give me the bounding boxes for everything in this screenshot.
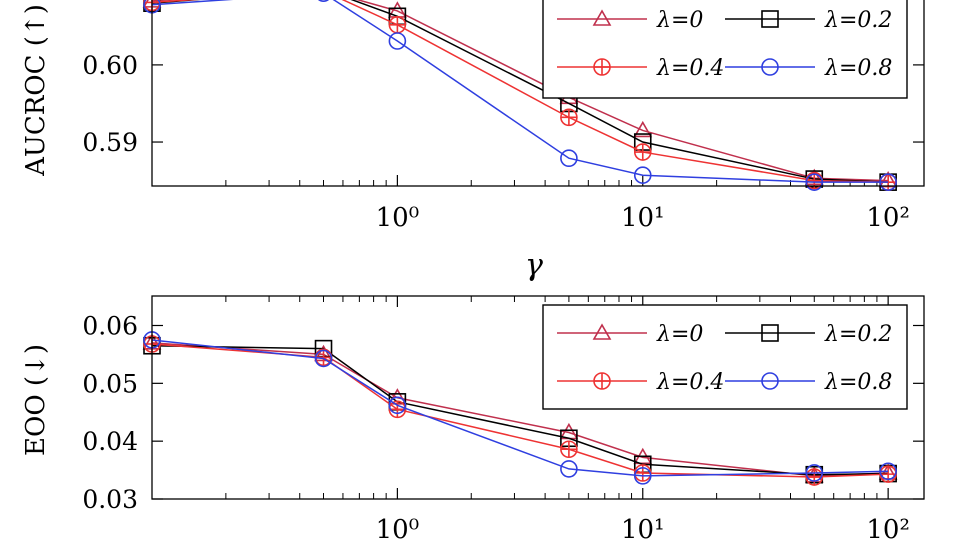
x-tick-label: 10¹ xyxy=(621,515,665,540)
legend-marker xyxy=(592,9,612,26)
y-tick-label: 0.06 xyxy=(82,311,138,340)
data-point xyxy=(633,120,653,138)
data-point xyxy=(388,396,407,415)
legend: λ=0 λ=0.2 λ=0.4 λ=0.8 xyxy=(542,304,908,410)
x-tick-label: 10¹ xyxy=(621,203,665,233)
x-tick-label: 10² xyxy=(866,203,910,233)
data-point xyxy=(560,460,578,478)
legend-entry: λ=0.4 xyxy=(557,56,724,81)
series-3 xyxy=(143,0,897,191)
data-point xyxy=(317,0,330,2)
chart-eoo: 10⁰ 10¹ 10² 0.03 0.04 0.05 0.06 EOO (↓) λ=0 λ=0.2… xyxy=(21,295,925,540)
series-line xyxy=(151,0,889,183)
x-tick-label: 10⁰ xyxy=(376,515,420,540)
data-point xyxy=(560,440,578,459)
legend-marker xyxy=(761,324,779,342)
data-point xyxy=(560,149,578,168)
legend-entry: λ=0.4 xyxy=(557,370,724,395)
legend-entry: λ=0 xyxy=(557,8,703,33)
data-point xyxy=(805,468,824,486)
y-axis-label: AUCROC (↑) xyxy=(21,4,51,177)
axes-frame xyxy=(151,0,925,187)
legend-box xyxy=(542,304,908,410)
data-point xyxy=(388,15,407,34)
legend-entry: λ=0 xyxy=(557,322,703,347)
data-point xyxy=(633,143,652,161)
data-point xyxy=(388,32,407,50)
x-tick-label: 10⁰ xyxy=(376,203,420,233)
legend-label: λ=0.2 xyxy=(824,322,892,347)
data-point xyxy=(879,173,897,191)
legend-marker xyxy=(593,58,611,76)
y-tick-label: 0.60 xyxy=(82,51,138,80)
series-3 xyxy=(143,331,897,485)
legend-label: λ=0.8 xyxy=(824,56,892,81)
data-point xyxy=(314,349,333,368)
legend-label: λ=0 xyxy=(656,322,703,347)
legend-label: λ=0.8 xyxy=(824,370,892,395)
axes-frame xyxy=(151,295,925,500)
y-tick-label: 0.61 xyxy=(82,0,138,3)
x-minor-ticks xyxy=(225,296,878,499)
legend-box xyxy=(542,0,908,99)
legend: λ=0 λ=0.2 λ=0.4 λ=0.8 xyxy=(542,0,908,99)
legend-marker xyxy=(761,10,779,28)
chart-aucroc: 10⁰ 10¹ 10² 0.59 0.60 0.61 AUCROC (↑) γ λ=0 λ=0.2… xyxy=(21,0,925,283)
legend-marker xyxy=(761,372,779,390)
legend-marker xyxy=(592,323,612,340)
legend-entry: λ=0.2 xyxy=(725,322,892,347)
data-point xyxy=(805,173,824,191)
data-point xyxy=(879,462,897,481)
series-line xyxy=(151,339,889,477)
legend-entry: λ=0.8 xyxy=(725,56,892,81)
data-point xyxy=(805,464,824,482)
y-tick-label: 0.04 xyxy=(82,427,138,456)
data-point xyxy=(388,400,407,419)
data-point xyxy=(633,467,652,485)
x-axis-label: γ xyxy=(525,248,543,283)
y-tick-label: 0.05 xyxy=(82,369,138,398)
legend-label: λ=0.4 xyxy=(656,370,724,395)
legend-entry: λ=0.2 xyxy=(725,8,892,33)
x-tick-label: 10² xyxy=(866,515,910,540)
legend-label: λ=0 xyxy=(656,8,703,33)
legend-marker xyxy=(593,372,611,390)
data-point xyxy=(633,166,652,185)
legend-marker xyxy=(761,58,779,76)
legend-entry: λ=0.8 xyxy=(725,370,892,395)
legend-label: λ=0.2 xyxy=(824,8,892,33)
y-axis-label: EOO (↓) xyxy=(21,344,51,456)
legend-label: λ=0.4 xyxy=(656,56,724,81)
data-point xyxy=(560,108,578,127)
y-tick-label: 0.03 xyxy=(82,485,138,514)
y-tick-label: 0.59 xyxy=(82,128,138,157)
